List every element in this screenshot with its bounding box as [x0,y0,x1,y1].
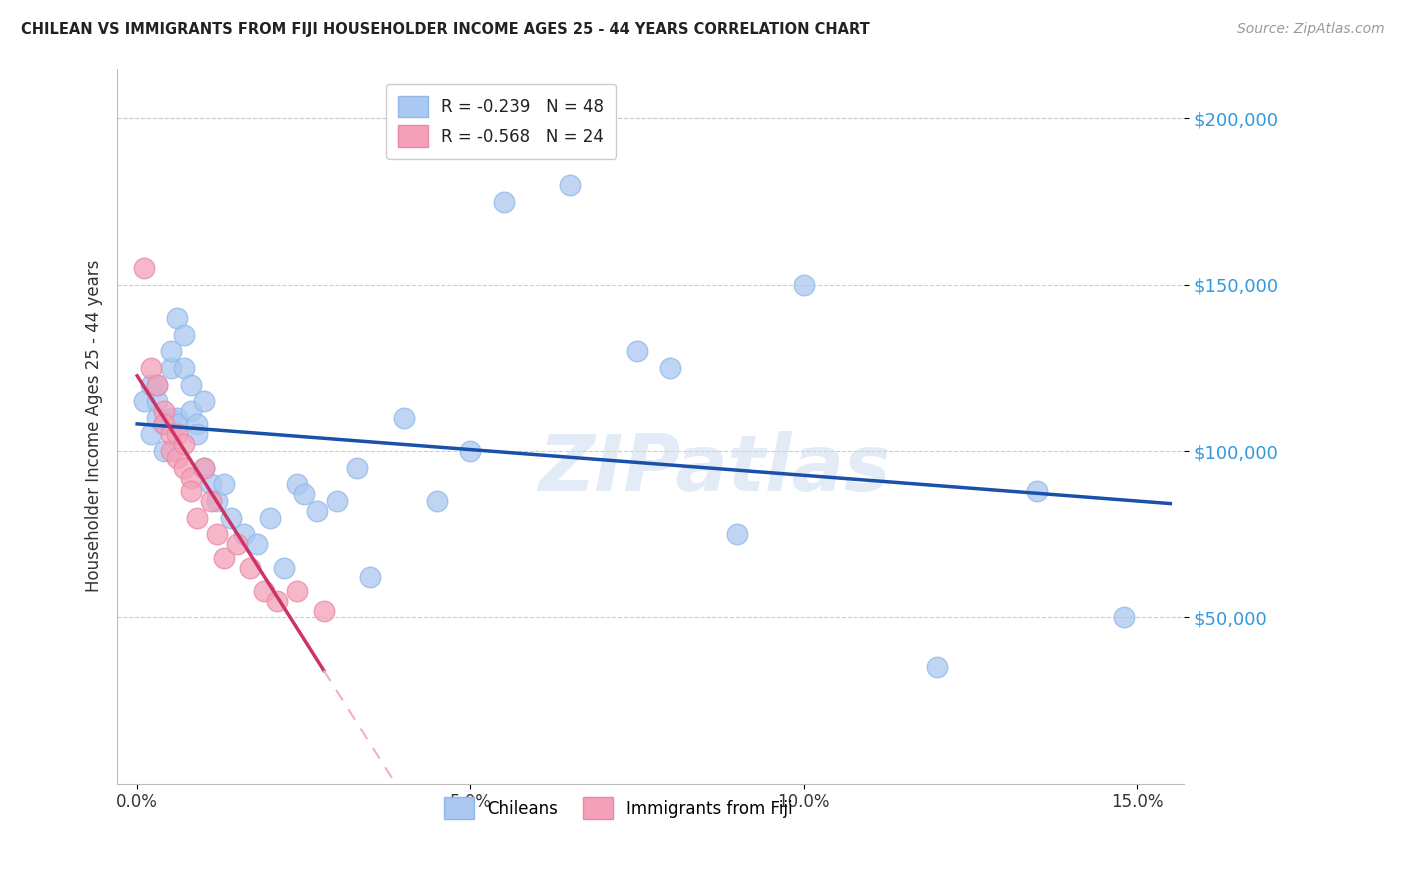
Point [193,394,215,409]
Point [285,583,308,598]
Point [1026,483,1049,498]
Y-axis label: Householder Income Ages 25 - 44 years: Householder Income Ages 25 - 44 years [86,260,103,592]
Text: Source: ZipAtlas.com: Source: ZipAtlas.com [1237,22,1385,37]
Point [200,494,222,508]
Point [292,487,315,501]
Point [193,460,215,475]
Point [246,537,269,551]
Point [132,261,155,276]
Point [346,460,368,475]
Point [146,394,169,409]
Point [219,510,242,524]
Point [312,604,335,618]
Point [173,460,195,475]
Point [273,560,295,574]
Point [239,560,262,574]
Point [166,311,188,326]
Point [159,344,181,359]
Point [326,494,349,508]
Point [159,444,181,458]
Point [146,377,169,392]
Point [392,410,415,425]
Point [925,660,948,674]
Point [186,427,208,442]
Point [226,537,249,551]
Point [146,377,169,392]
Point [793,277,815,292]
Point [166,410,188,425]
Point [359,570,381,584]
Point [205,494,228,508]
Point [259,510,281,524]
Point [132,394,155,409]
Point [173,327,195,342]
Point [153,404,176,418]
Point [285,477,308,491]
Point [232,527,254,541]
Point [153,444,176,458]
Point [166,417,188,432]
Point [166,450,188,465]
Point [212,550,235,565]
Legend: Chileans, Immigrants from Fiji: Chileans, Immigrants from Fiji [437,790,800,825]
Point [166,427,188,442]
Point [200,477,222,491]
Point [139,360,162,375]
Point [179,483,201,498]
Point [193,460,215,475]
Point [186,510,208,524]
Point [159,427,181,442]
Point [205,527,228,541]
Point [659,360,682,375]
Point [725,527,748,541]
Point [139,427,162,442]
Text: CHILEAN VS IMMIGRANTS FROM FIJI HOUSEHOLDER INCOME AGES 25 - 44 YEARS CORRELATIO: CHILEAN VS IMMIGRANTS FROM FIJI HOUSEHOL… [21,22,870,37]
Point [626,344,648,359]
Point [1112,610,1135,624]
Point [153,417,176,432]
Point [159,360,181,375]
Point [173,360,195,375]
Point [139,377,162,392]
Point [173,437,195,451]
Point [492,194,515,209]
Point [426,494,449,508]
Point [186,417,208,432]
Point [212,477,235,491]
Point [460,444,482,458]
Point [307,504,329,518]
Point [266,594,288,608]
Point [560,178,582,192]
Point [179,404,201,418]
Point [179,471,201,485]
Text: ZIPatlas: ZIPatlas [538,431,890,507]
Point [153,417,176,432]
Point [253,583,276,598]
Point [146,410,169,425]
Point [179,377,201,392]
Point [159,410,181,425]
